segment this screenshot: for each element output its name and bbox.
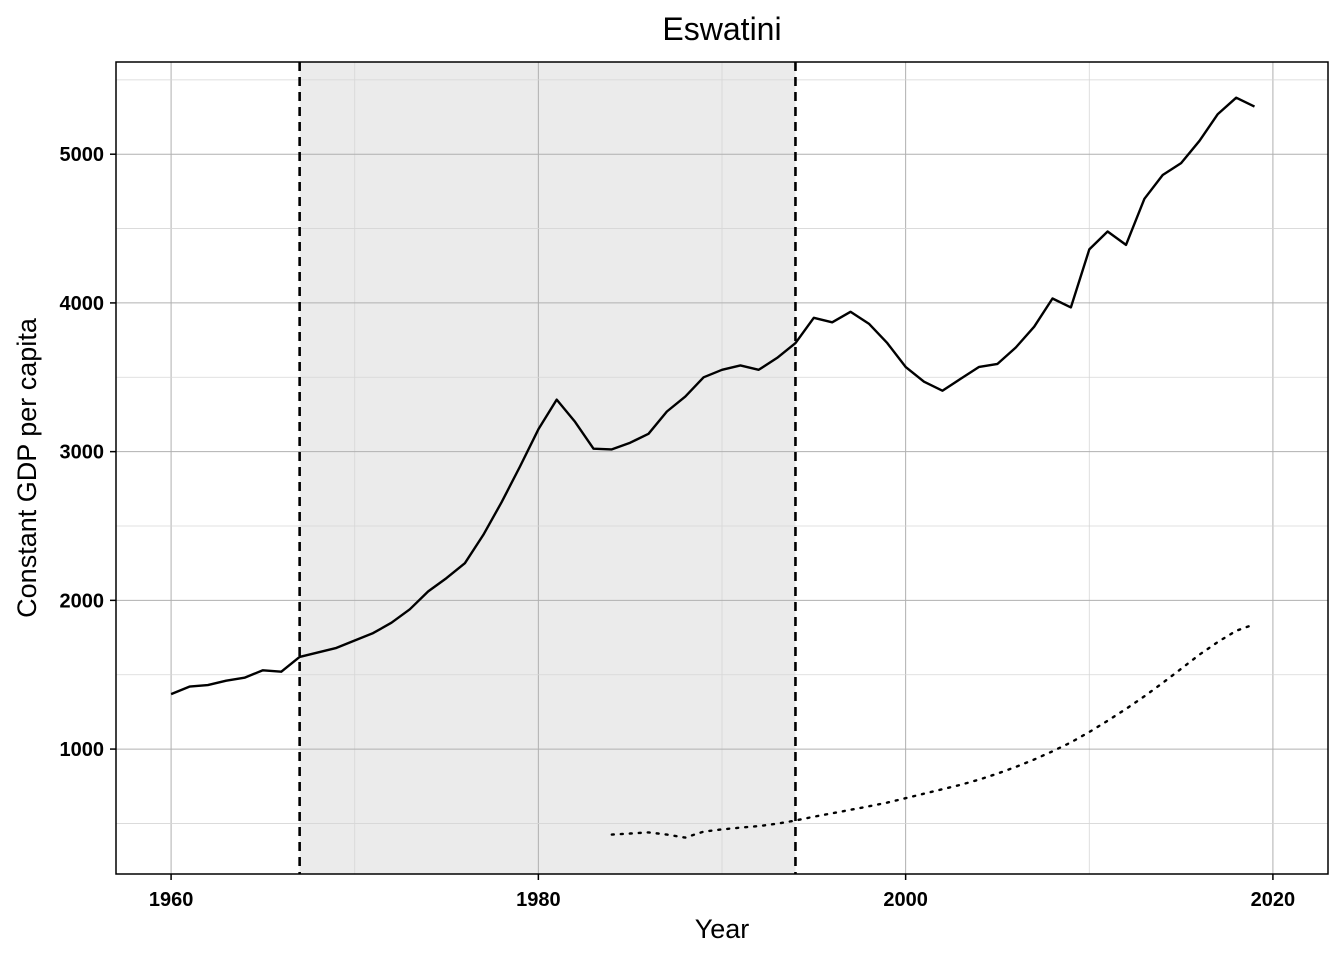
y-axis: 1000 2000 3000 4000 5000: [60, 144, 116, 761]
chart-title: Eswatini: [662, 11, 781, 47]
series-line-solid: [170, 96, 1256, 696]
x-tick-label: 1960: [149, 889, 194, 911]
x-tick-label: 2000: [883, 889, 928, 911]
x-tick-label: 1980: [516, 889, 561, 911]
plot-area: [115, 61, 1329, 875]
y-tick-label: 1000: [60, 739, 105, 761]
x-axis-title: Year: [695, 914, 750, 944]
plot-frame: [115, 61, 1329, 875]
series-line-dotted: [610, 623, 1256, 839]
y-tick-label: 5000: [60, 144, 105, 166]
y-tick-label: 3000: [60, 442, 105, 464]
y-axis-title: Constant GDP per capita: [12, 317, 42, 618]
x-tick-label: 2020: [1251, 889, 1296, 911]
shaded-region: [299, 62, 796, 874]
x-axis: 1960 1980 2000 2020: [149, 874, 1295, 911]
y-tick-label: 4000: [60, 293, 105, 315]
y-tick-label: 2000: [60, 590, 105, 612]
